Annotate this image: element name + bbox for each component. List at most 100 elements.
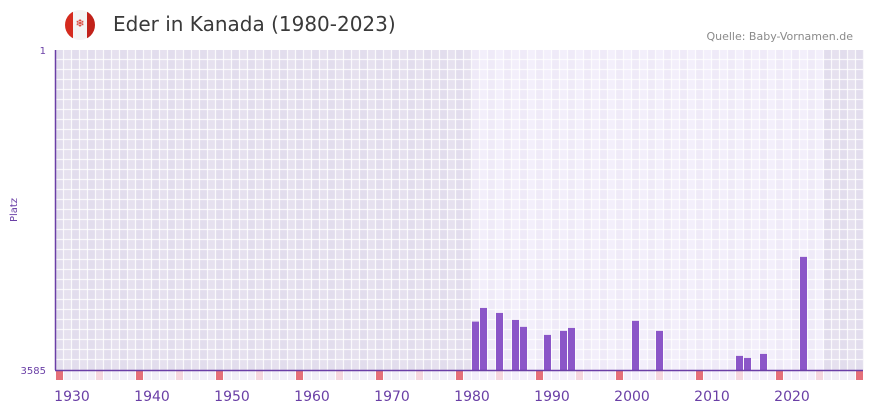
year-marker xyxy=(432,371,439,380)
year-marker xyxy=(208,371,215,380)
year-marker xyxy=(88,371,95,380)
year-marker xyxy=(608,371,615,380)
year-marker xyxy=(560,371,567,380)
source-link[interactable]: Quelle: Baby-Vornamen.de xyxy=(706,30,853,43)
year-marker xyxy=(336,371,343,380)
x-tick-label: 2000 xyxy=(614,389,650,405)
year-marker xyxy=(672,371,679,380)
year-marker xyxy=(408,371,415,380)
year-marker xyxy=(752,371,759,380)
year-marker xyxy=(200,371,207,380)
year-marker xyxy=(288,371,295,380)
bar-2013 xyxy=(736,355,743,370)
bar-2000 xyxy=(632,320,639,370)
year-marker xyxy=(368,371,375,380)
year-marker xyxy=(632,371,639,380)
year-marker xyxy=(848,371,855,380)
year-marker xyxy=(648,371,655,380)
bar-1992 xyxy=(568,327,575,370)
y-tick-top: 1 xyxy=(40,46,46,57)
year-marker xyxy=(144,371,151,380)
year-marker xyxy=(64,371,71,380)
year-marker xyxy=(712,371,719,380)
year-marker xyxy=(128,371,135,380)
chart-title: Eder in Kanada (1980-2023) xyxy=(113,12,396,36)
year-marker xyxy=(120,371,127,380)
year-marker xyxy=(304,371,311,380)
year-marker xyxy=(136,371,143,380)
x-tick-label: 1930 xyxy=(54,389,90,405)
bar-1986 xyxy=(520,326,527,370)
year-marker xyxy=(264,371,271,380)
y-axis-label: Platz xyxy=(9,198,20,222)
year-marker xyxy=(784,371,791,380)
year-marker xyxy=(152,371,159,380)
year-marker xyxy=(640,371,647,380)
year-marker xyxy=(520,371,527,380)
year-marker xyxy=(440,371,447,380)
year-marker xyxy=(688,371,695,380)
year-marker xyxy=(216,371,223,380)
bar-1985 xyxy=(512,319,519,370)
year-marker xyxy=(384,371,391,380)
year-marker xyxy=(696,371,703,380)
year-marker xyxy=(168,371,175,380)
bar-1991 xyxy=(560,330,567,370)
year-marker xyxy=(176,371,183,380)
year-marker xyxy=(376,371,383,380)
year-marker xyxy=(104,371,111,380)
year-marker xyxy=(760,371,767,380)
year-marker xyxy=(584,371,591,380)
year-marker xyxy=(656,371,663,380)
x-tick-label: 1980 xyxy=(454,389,490,405)
year-marker xyxy=(544,371,551,380)
x-tick-label: 1990 xyxy=(534,389,570,405)
year-marker xyxy=(296,371,303,380)
year-marker xyxy=(72,371,79,380)
year-marker xyxy=(768,371,775,380)
year-marker xyxy=(592,371,599,380)
year-marker xyxy=(472,371,479,380)
year-marker xyxy=(664,371,671,380)
bar-2014 xyxy=(744,357,751,370)
year-marker xyxy=(272,371,279,380)
year-marker xyxy=(808,371,815,380)
year-marker xyxy=(344,371,351,380)
year-marker xyxy=(792,371,799,380)
year-marker xyxy=(744,371,751,380)
bar-1981 xyxy=(480,307,487,370)
year-marker xyxy=(416,371,423,380)
year-marker xyxy=(840,371,847,380)
year-marker xyxy=(280,371,287,380)
year-marker xyxy=(392,371,399,380)
year-marker xyxy=(504,371,511,380)
year-marker xyxy=(528,371,535,380)
x-tick-label: 2010 xyxy=(694,389,730,405)
year-marker xyxy=(96,371,103,380)
year-marker xyxy=(624,371,631,380)
year-marker xyxy=(832,371,839,380)
bar-1983 xyxy=(496,312,503,370)
x-tick-label: 1970 xyxy=(374,389,410,405)
year-marker xyxy=(552,371,559,380)
year-marker xyxy=(800,371,807,380)
year-marker xyxy=(568,371,575,380)
canada-flag-icon: ❄ xyxy=(65,10,95,40)
year-marker xyxy=(456,371,463,380)
year-marker xyxy=(600,371,607,380)
year-marker xyxy=(328,371,335,380)
year-marker xyxy=(184,371,191,380)
year-marker xyxy=(576,371,583,380)
year-marker xyxy=(720,371,727,380)
year-marker xyxy=(856,371,863,380)
year-marker xyxy=(352,371,359,380)
x-tick-label: 1940 xyxy=(134,389,170,405)
year-marker xyxy=(464,371,471,380)
year-marker xyxy=(80,371,87,380)
bar-1980 xyxy=(472,321,479,370)
year-marker xyxy=(480,371,487,380)
bar-2021 xyxy=(800,256,807,370)
year-marker xyxy=(312,371,319,380)
bar-2016 xyxy=(760,353,767,370)
